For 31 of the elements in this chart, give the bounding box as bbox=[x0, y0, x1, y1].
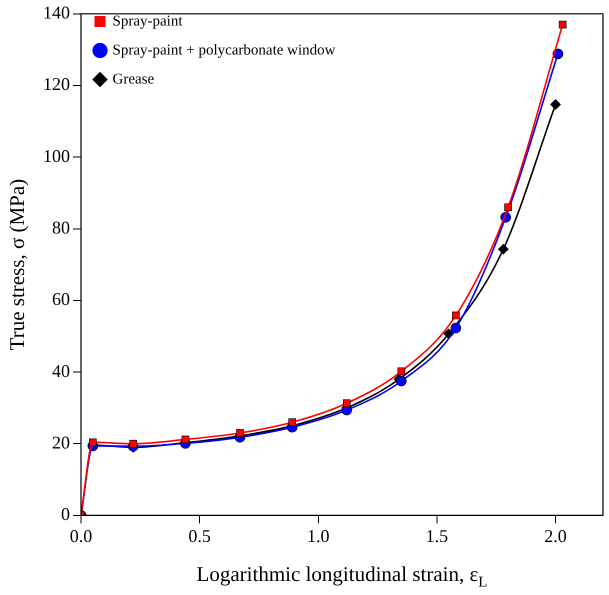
y-tick-label: 0 bbox=[61, 504, 70, 524]
x-tick-label: 0.5 bbox=[188, 526, 211, 546]
y-tick-label: 140 bbox=[43, 2, 70, 23]
x-tick-label: 0.0 bbox=[70, 526, 92, 546]
point bbox=[182, 436, 190, 444]
point bbox=[397, 368, 406, 376]
point bbox=[396, 376, 407, 386]
y-axis-title: True stress, σ (MPa) bbox=[5, 178, 29, 350]
point bbox=[504, 203, 512, 212]
y-tick-label: 60 bbox=[52, 289, 70, 310]
point bbox=[498, 244, 509, 254]
point bbox=[129, 440, 138, 448]
point bbox=[89, 438, 97, 446]
point bbox=[558, 20, 566, 28]
legend-label: Spray-paint + polycarbonate window bbox=[112, 42, 336, 58]
y-tick-label: 120 bbox=[43, 74, 70, 94]
y-tick-label: 20 bbox=[52, 432, 70, 452]
x-tick-label: 1.5 bbox=[426, 526, 448, 546]
point bbox=[288, 418, 296, 426]
point bbox=[450, 322, 462, 334]
point bbox=[342, 399, 351, 408]
y-tick-label: 80 bbox=[52, 218, 70, 238]
legend-label: Grease bbox=[112, 71, 154, 88]
legend-label: Spray-paint bbox=[112, 13, 184, 30]
point bbox=[550, 99, 561, 110]
y-tick-label: 40 bbox=[52, 360, 70, 381]
x-tick-label: 1.0 bbox=[307, 526, 330, 546]
point bbox=[452, 312, 460, 320]
point bbox=[236, 429, 244, 437]
x-tick-label: 2.0 bbox=[544, 526, 567, 546]
y-tick-label: 100 bbox=[43, 146, 70, 166]
